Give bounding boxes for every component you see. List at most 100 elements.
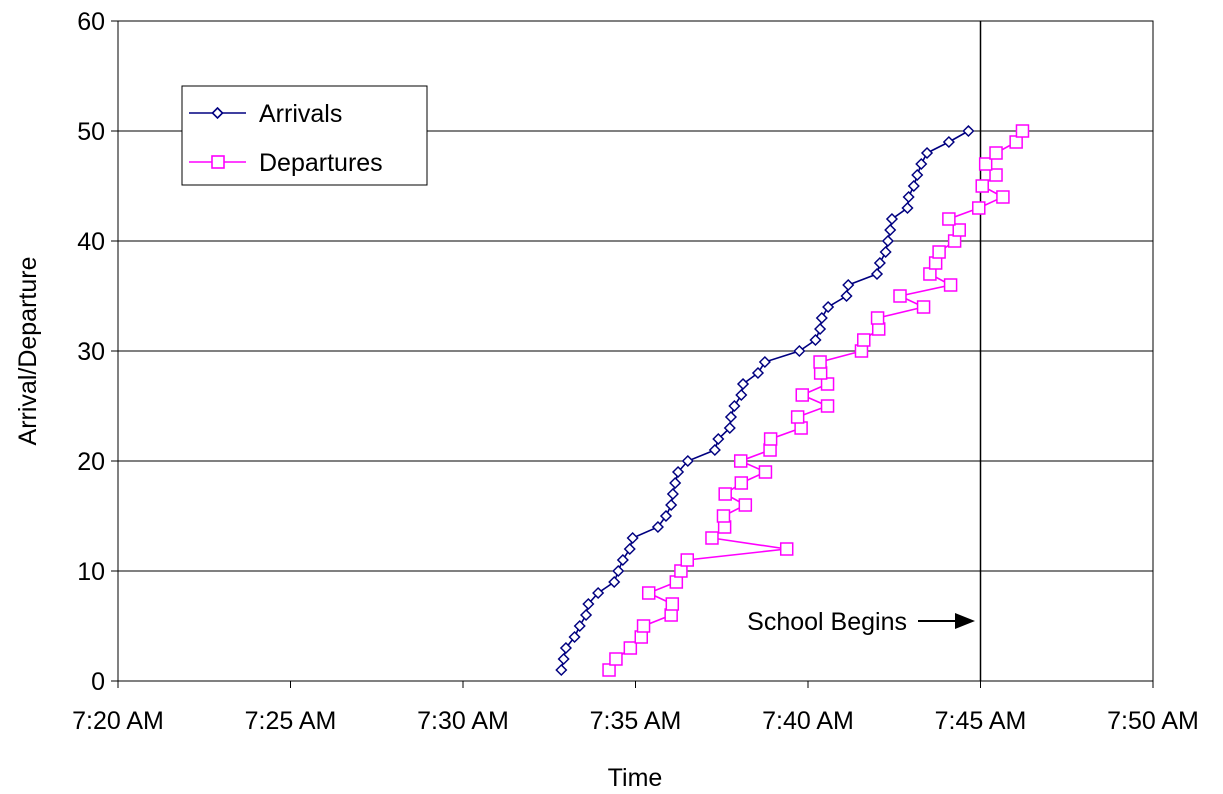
arrivals-point xyxy=(873,256,886,270)
departures-point xyxy=(893,289,907,303)
arrivals-point xyxy=(962,124,975,138)
arrivals-point xyxy=(559,641,572,655)
y-tick-label: 60 xyxy=(77,8,105,36)
arrivals-point xyxy=(840,289,853,303)
legend-departures-marker xyxy=(211,155,225,169)
departures-point xyxy=(795,388,809,402)
departures-point xyxy=(779,542,794,556)
departures-point xyxy=(718,487,732,501)
departures-point xyxy=(623,641,638,655)
y-tick-label: 40 xyxy=(77,228,105,256)
departures-point xyxy=(943,278,958,292)
school-begins-arrow xyxy=(918,613,975,629)
departures-point xyxy=(916,300,931,314)
departures-point xyxy=(717,520,732,534)
y-tick-label: 30 xyxy=(77,338,105,366)
series-layer xyxy=(555,124,1030,677)
departures-point xyxy=(669,575,684,589)
arrivals-point xyxy=(879,245,892,259)
arrivals-point xyxy=(902,190,915,204)
arrivals-point xyxy=(626,531,639,545)
legend-departures: Departures xyxy=(189,149,383,177)
arrivals-point xyxy=(907,179,920,193)
arrivals-point xyxy=(666,487,679,501)
arrivals-point xyxy=(612,564,625,578)
arrivals-point xyxy=(822,300,835,314)
departures-point xyxy=(978,157,993,171)
arrivals-point xyxy=(582,597,595,611)
arrivals-point xyxy=(942,135,955,149)
arrivals-point xyxy=(665,498,678,512)
arrivals-point xyxy=(735,388,748,402)
arrivals-point xyxy=(881,234,894,248)
x-tick-label: 7:45 AM xyxy=(935,707,1027,735)
arrivals-point xyxy=(669,476,682,490)
departures-point xyxy=(602,663,616,677)
arrivals-point xyxy=(736,377,750,391)
departures-point xyxy=(733,454,748,468)
legend-departures-label: Departures xyxy=(259,149,383,177)
departures-point xyxy=(870,311,885,325)
series-departures xyxy=(602,124,1030,677)
arrivals-point xyxy=(758,355,771,369)
arrivals-point xyxy=(708,443,721,457)
departures-point xyxy=(794,421,808,435)
arrivals-point xyxy=(568,630,581,644)
departures-point xyxy=(932,245,946,259)
arrivals-point xyxy=(911,168,924,182)
departures-point xyxy=(716,509,731,523)
arrivals-point xyxy=(809,333,822,347)
arrivals-point xyxy=(608,575,621,589)
departures-point xyxy=(972,201,986,215)
departures-point xyxy=(665,597,680,611)
departures-point xyxy=(975,179,989,193)
x-tick-label: 7:50 AM xyxy=(1107,707,1199,735)
arrivals-point xyxy=(814,322,827,336)
departures-point xyxy=(820,377,835,391)
arrivals-point xyxy=(884,223,897,237)
arrivals-point xyxy=(920,146,934,160)
departures-point xyxy=(680,553,694,567)
arrivals-point xyxy=(728,399,741,413)
arrivals-point xyxy=(651,520,664,534)
y-tick-label: 10 xyxy=(77,558,105,586)
arrivals-point xyxy=(815,311,828,325)
departures-point xyxy=(996,190,1010,204)
departures-point xyxy=(1015,124,1030,138)
departures-point xyxy=(674,564,688,578)
departures-point xyxy=(763,432,778,446)
arrivals-point xyxy=(592,586,605,600)
departures-point xyxy=(942,212,956,226)
x-tick-label: 7:40 AM xyxy=(762,707,854,735)
departures-point xyxy=(813,366,828,380)
x-tick-label: 7:25 AM xyxy=(245,707,337,735)
departures-point xyxy=(738,498,753,512)
departures-point xyxy=(609,652,623,666)
departures-point xyxy=(636,619,651,633)
arrivals-point xyxy=(555,663,568,677)
series-arrivals xyxy=(555,124,975,677)
y-tick-label: 0 xyxy=(91,668,105,696)
arrivals-point xyxy=(870,267,884,281)
departures-point xyxy=(734,476,749,490)
departures-point xyxy=(989,168,1003,182)
arrivals-point xyxy=(751,366,765,380)
arrivals-point xyxy=(616,553,629,567)
legend-arrivals-label: Arrivals xyxy=(259,100,342,128)
legend: Arrivals Departures xyxy=(181,85,428,186)
departures-line xyxy=(608,130,1024,671)
arrivals-point xyxy=(712,432,725,446)
departures-point xyxy=(664,608,678,622)
arrivals-point xyxy=(885,212,899,226)
departures-point xyxy=(1009,135,1023,149)
arrivals-point xyxy=(793,344,806,358)
departures-point xyxy=(854,344,869,358)
legend-arrivals: Arrivals xyxy=(189,100,342,128)
y-axis-label: Arrival/Departure xyxy=(14,257,42,446)
arrivals-point xyxy=(671,465,685,479)
arrivals-point xyxy=(573,619,586,633)
x-axis-label: Time xyxy=(608,764,663,792)
departures-point xyxy=(928,256,943,270)
arrivals-point xyxy=(901,201,914,215)
axis-ticks: 0 10 20 30 40 50 60 7:20 AM 7:25 AM 7:30 AM 7:35 A… xyxy=(72,8,1199,735)
